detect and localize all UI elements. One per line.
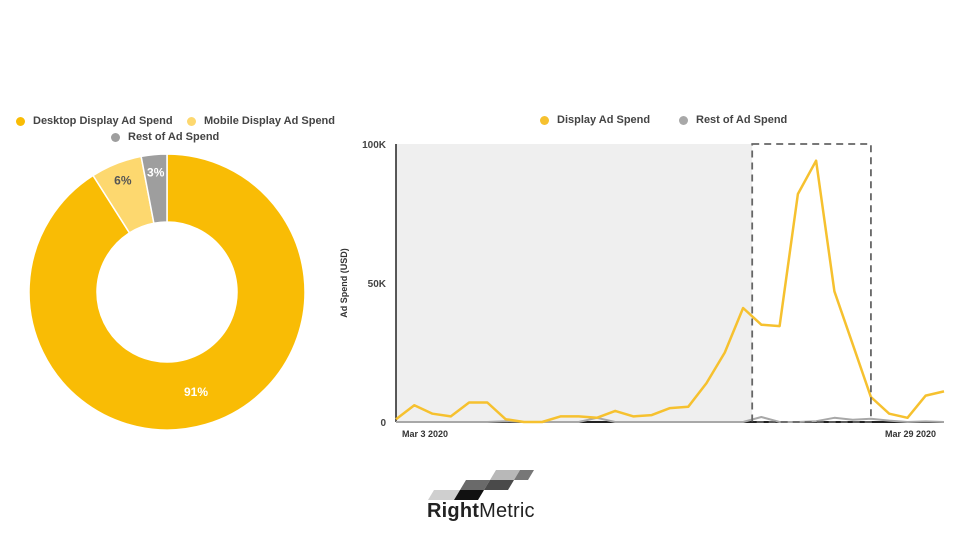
legend-swatch-desktop [16, 116, 25, 126]
legend-swatch-display [540, 115, 549, 125]
legend-label-rest-line: Rest of Ad Spend [696, 114, 788, 126]
y-tick-label-0: 0 [380, 418, 386, 429]
pie-legend-rest: Rest of Ad Spend [111, 131, 219, 143]
legend-label-rest: Rest of Ad Spend [128, 131, 220, 143]
legend-swatch-rest [111, 132, 120, 142]
highlight-box [751, 143, 872, 423]
pie-legend-desktop: Desktop Display Ad Spend [16, 115, 173, 127]
logo-text-bold: Right [427, 500, 480, 522]
legend-swatch-rest-line [679, 115, 688, 125]
line-legend-rest: Rest of Ad Spend [679, 114, 787, 126]
legend-label-desktop: Desktop Display Ad Spend [33, 115, 173, 127]
series-line-1 [396, 416, 945, 423]
pie-data-label-1: 6% [114, 173, 132, 187]
rightmetric-logo-text: RightMetric [427, 500, 535, 523]
pie-legend-mobile: Mobile Display Ad Spend [187, 115, 335, 127]
series-line-0 [395, 159, 945, 424]
pie-data-label-0: 91% [184, 385, 208, 399]
legend-label-mobile: Mobile Display Ad Spend [204, 115, 335, 127]
logo-text-regular: Metric [479, 500, 535, 522]
legend-swatch-mobile [187, 116, 196, 126]
y-axis-label: Ad Spend (USD) [339, 248, 349, 318]
y-tick-label-1: 50K [368, 279, 387, 290]
pie-data-label-2: 3% [147, 166, 165, 180]
line-legend-display: Display Ad Spend [540, 114, 650, 126]
pie-slice-2 [140, 153, 168, 225]
rightmetric-logo-icon [428, 470, 534, 500]
x-tick-label-0: Mar 3 2020 [402, 429, 448, 439]
y-tick-label-2: 100K [362, 140, 387, 151]
legend-label-display: Display Ad Spend [557, 114, 651, 126]
pie-slice-0 [28, 153, 306, 431]
x-tick-label-1: Mar 29 2020 [885, 429, 936, 439]
shaded-region [396, 144, 753, 422]
